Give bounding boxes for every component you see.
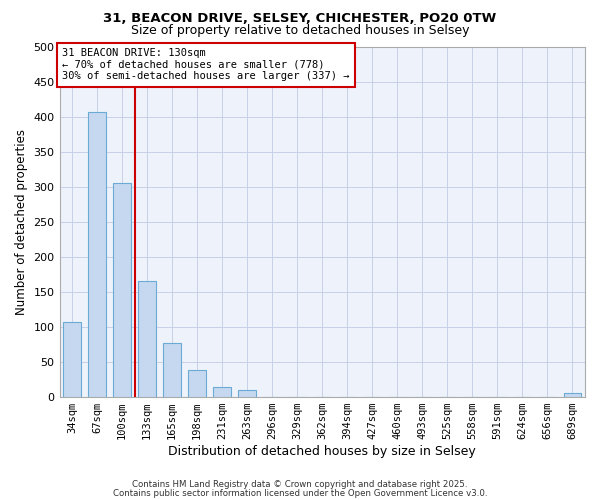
Bar <box>139 281 156 396</box>
Bar <box>163 342 181 396</box>
Bar <box>113 183 131 396</box>
Text: 31 BEACON DRIVE: 130sqm
← 70% of detached houses are smaller (778)
30% of semi-d: 31 BEACON DRIVE: 130sqm ← 70% of detache… <box>62 48 350 82</box>
Bar <box>188 370 206 396</box>
Bar <box>238 390 256 396</box>
X-axis label: Distribution of detached houses by size in Selsey: Distribution of detached houses by size … <box>169 444 476 458</box>
Text: Size of property relative to detached houses in Selsey: Size of property relative to detached ho… <box>131 24 469 37</box>
Text: 31, BEACON DRIVE, SELSEY, CHICHESTER, PO20 0TW: 31, BEACON DRIVE, SELSEY, CHICHESTER, PO… <box>103 12 497 26</box>
Bar <box>63 322 81 396</box>
Text: Contains HM Land Registry data © Crown copyright and database right 2025.: Contains HM Land Registry data © Crown c… <box>132 480 468 489</box>
Y-axis label: Number of detached properties: Number of detached properties <box>15 128 28 314</box>
Text: Contains public sector information licensed under the Open Government Licence v3: Contains public sector information licen… <box>113 488 487 498</box>
Bar <box>214 388 231 396</box>
Bar <box>88 112 106 397</box>
Bar <box>564 393 581 396</box>
